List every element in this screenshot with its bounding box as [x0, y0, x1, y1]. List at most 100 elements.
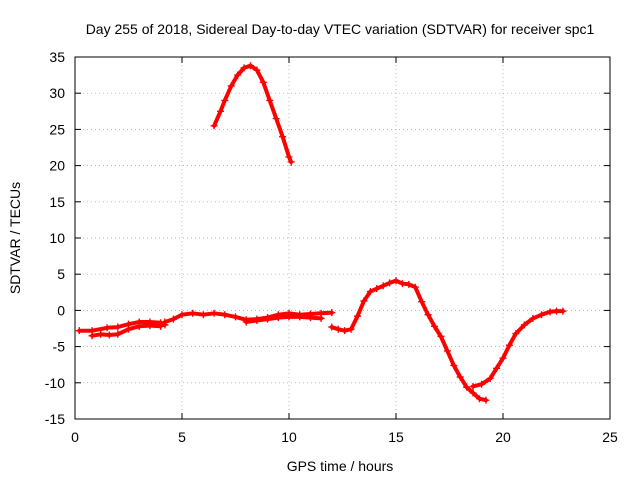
series-line — [212, 63, 294, 164]
x-tick-label: 10 — [281, 429, 297, 445]
y-tick-label: 0 — [57, 302, 65, 318]
data-point — [431, 322, 439, 330]
x-axis-label: GPS time / hours — [287, 458, 394, 474]
data-point — [210, 122, 218, 130]
data-point — [505, 341, 513, 349]
data-point — [221, 96, 229, 104]
data-point — [456, 373, 464, 381]
data-point — [285, 313, 293, 321]
data-point — [546, 308, 554, 316]
data-point — [386, 279, 394, 287]
series-segment-arc — [210, 62, 295, 166]
data-point — [366, 288, 374, 296]
data-point — [559, 307, 567, 315]
data-point — [424, 311, 432, 319]
axes: 0 5 10 15 20 25 -15 -10 -5 0 5 10 15 20 25 30 35 — [45, 49, 618, 445]
data-point — [405, 280, 413, 288]
data-point — [266, 96, 274, 104]
data-point — [469, 382, 477, 390]
series-layer — [75, 62, 567, 404]
data-point — [392, 277, 400, 285]
data-point — [553, 307, 560, 315]
data-point — [135, 322, 143, 330]
data-point — [246, 62, 254, 70]
data-point — [232, 313, 239, 321]
data-point — [272, 115, 280, 123]
y-tick-label: 25 — [49, 121, 65, 137]
data-point — [97, 330, 105, 338]
y-tick-label: 10 — [49, 230, 65, 246]
data-point — [317, 314, 325, 322]
data-point — [334, 325, 342, 333]
data-point — [478, 380, 486, 388]
data-point — [259, 78, 267, 86]
data-point — [520, 321, 528, 329]
grid — [75, 57, 610, 419]
y-tick-label: -15 — [45, 411, 65, 427]
data-point — [189, 309, 197, 317]
data-point — [161, 318, 169, 326]
y-tick-label: -5 — [53, 339, 66, 355]
x-tick-label: 15 — [388, 429, 404, 445]
data-point — [328, 323, 336, 331]
data-point — [529, 314, 537, 322]
data-point — [75, 327, 83, 335]
data-point — [482, 396, 490, 404]
data-point — [341, 327, 349, 335]
data-point — [328, 309, 336, 317]
data-point — [114, 323, 122, 331]
x-tick-label: 5 — [178, 429, 186, 445]
data-point — [210, 309, 218, 317]
series-segment-evening — [469, 307, 567, 390]
data-point — [125, 325, 132, 333]
x-tick-label: 0 — [71, 429, 79, 445]
data-point — [227, 82, 235, 90]
data-point — [279, 133, 287, 141]
x-tick-label: 25 — [602, 429, 618, 445]
data-point — [199, 311, 207, 319]
data-point — [347, 325, 355, 333]
data-point — [450, 361, 458, 369]
data-point — [306, 314, 314, 322]
data-point — [88, 332, 96, 340]
data-point — [146, 322, 154, 330]
data-point — [398, 280, 406, 288]
data-point — [469, 389, 477, 397]
series-line — [471, 309, 565, 389]
data-point — [169, 315, 177, 323]
series-segment-early-morning-lower — [88, 322, 165, 340]
data-point — [353, 312, 361, 320]
data-point — [463, 383, 471, 391]
y-tick-label: 5 — [57, 266, 65, 282]
data-point — [105, 331, 113, 339]
data-point — [296, 313, 304, 321]
data-point — [437, 332, 445, 340]
data-point — [411, 283, 419, 291]
data-point — [493, 364, 501, 372]
data-point — [217, 107, 225, 115]
data-point — [157, 322, 165, 330]
data-point — [287, 158, 295, 166]
series-segment-afternoon — [328, 277, 490, 404]
x-tick-label: 20 — [495, 429, 511, 445]
data-point — [379, 282, 387, 290]
data-point — [373, 285, 381, 293]
y-tick-label: 20 — [49, 158, 65, 174]
data-point — [512, 330, 520, 338]
data-point — [242, 318, 250, 326]
data-point — [234, 71, 242, 79]
data-point — [264, 315, 272, 323]
y-tick-label: 30 — [49, 85, 65, 101]
series-line — [329, 278, 488, 403]
data-point — [499, 354, 507, 362]
y-tick-label: 35 — [49, 49, 65, 65]
data-point — [443, 347, 451, 355]
data-point — [103, 324, 111, 332]
y-tick-label: 15 — [49, 194, 65, 210]
data-point — [114, 330, 122, 338]
data-point — [285, 153, 293, 161]
y-tick-label: -10 — [45, 375, 65, 391]
data-point — [418, 298, 426, 306]
y-axis-label: SDTVAR / TECUs — [7, 182, 23, 294]
